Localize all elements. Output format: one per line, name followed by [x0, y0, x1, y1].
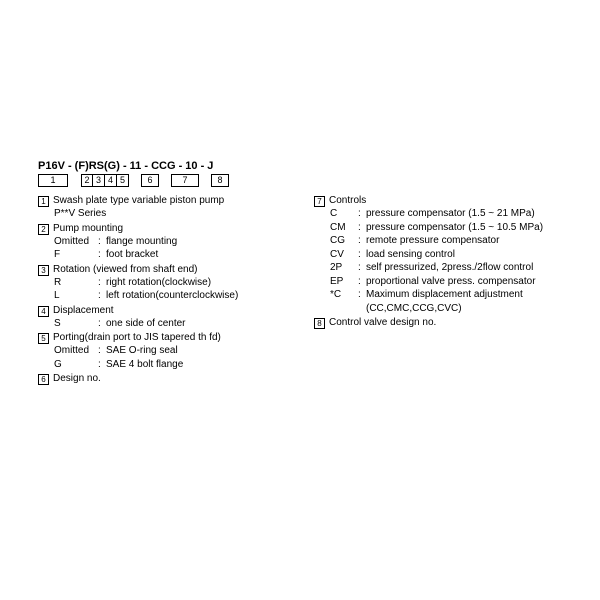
item-title-7: Controls — [329, 195, 366, 206]
right-column: 7 Controls C:pressure compensator (1.5 ~… — [314, 195, 564, 387]
k: R — [54, 276, 98, 290]
item-num-3: 3 — [38, 265, 49, 276]
item-title-2: Pump mounting — [53, 223, 123, 234]
v: pressure compensator (1.5 ~ 10.5 MPa) — [366, 221, 543, 235]
k: C — [330, 207, 358, 221]
pos-box-2: 2 — [81, 174, 93, 187]
pos-box-6: 6 — [141, 174, 159, 187]
v: SAE 4 bolt flange — [106, 358, 183, 372]
k: L — [54, 289, 98, 303]
k: 2P — [330, 261, 358, 275]
position-boxes: 1 2 3 4 5 6 7 8 — [38, 174, 568, 187]
item-num-1: 1 — [38, 196, 49, 207]
v: pressure compensator (1.5 ~ 21 MPa) — [366, 207, 535, 221]
item-num-8: 8 — [314, 318, 325, 329]
pos-box-1: 1 — [38, 174, 68, 187]
k: EP — [330, 275, 358, 289]
pos-box-7: 7 — [171, 174, 199, 187]
v: right rotation(clockwise) — [106, 276, 211, 290]
v: one side of center — [106, 317, 186, 331]
item-7-tail: (CC,CMC,CCG,CVC) — [366, 302, 564, 316]
v: Maximum displacement adjustment — [366, 288, 523, 302]
item-num-5: 5 — [38, 333, 49, 344]
k: S — [54, 317, 98, 331]
item-title-1: Swash plate type variable piston pump — [53, 195, 224, 206]
k: F — [54, 248, 98, 262]
item-1-line: P**V Series — [54, 207, 278, 221]
item-num-2: 2 — [38, 224, 49, 235]
item-num-4: 4 — [38, 306, 49, 317]
k: CG — [330, 234, 358, 248]
item-title-3: Rotation (viewed from shaft end) — [53, 264, 198, 275]
item-title-8: Control valve design no. — [329, 317, 436, 328]
model-code: P16V - (F)RS(G) - 11 - CCG - 10 - J — [38, 160, 568, 172]
v: foot bracket — [106, 248, 158, 262]
k: Omitted — [54, 235, 98, 249]
v: proportional valve press. compensator — [366, 275, 536, 289]
v: left rotation(counterclockwise) — [106, 289, 238, 303]
pos-box-3: 3 — [93, 174, 105, 187]
left-column: 1 Swash plate type variable piston pump … — [38, 195, 278, 387]
v: flange mounting — [106, 235, 177, 249]
v: load sensing control — [366, 248, 455, 262]
pos-box-4: 4 — [105, 174, 117, 187]
k: *C — [330, 288, 358, 302]
v: remote pressure compensator — [366, 234, 499, 248]
item-num-6: 6 — [38, 374, 49, 385]
item-title-5: Porting(drain port to JIS tapered th fd) — [53, 332, 221, 343]
pos-box-5: 5 — [117, 174, 129, 187]
pos-box-8: 8 — [211, 174, 229, 187]
item-num-7: 7 — [314, 196, 325, 207]
item-title-6: Design no. — [53, 373, 101, 384]
item-title-4: Displacement — [53, 305, 114, 316]
v: self pressurized, 2press./2flow control — [366, 261, 533, 275]
k: CM — [330, 221, 358, 235]
k: Omitted — [54, 344, 98, 358]
k: G — [54, 358, 98, 372]
k: CV — [330, 248, 358, 262]
v: SAE O-ring seal — [106, 344, 178, 358]
